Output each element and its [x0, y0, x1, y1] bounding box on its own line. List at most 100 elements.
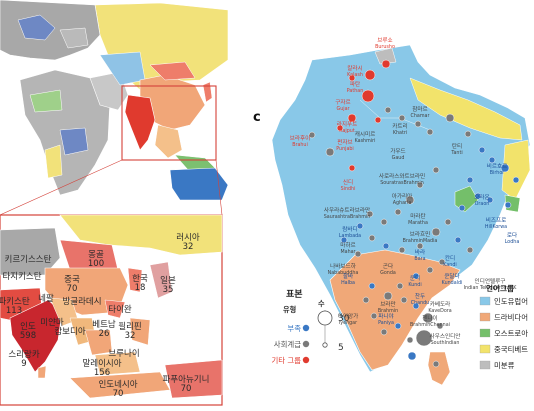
- language-swatch-indo-european: [479, 296, 491, 306]
- sample-label-sub: Kundi: [408, 282, 421, 288]
- sample-label: 비르호르: [487, 162, 508, 170]
- language-legend-title: 언어그룹: [486, 283, 514, 293]
- asia-region-label: 베트남: [92, 320, 116, 330]
- sample-label: 브라만: [380, 300, 395, 308]
- sample-label-sub: HillKorwa: [485, 224, 507, 230]
- legend-other-marker: [302, 356, 310, 364]
- sample-marker: [438, 258, 446, 266]
- legend-caste-marker: [302, 340, 310, 348]
- sample-label-sub: Kashmiri: [355, 138, 376, 144]
- region-unclassified: [374, 47, 397, 65]
- region-dravidian: [329, 249, 461, 371]
- sample-label: 곤다: [383, 262, 393, 270]
- legend-size-large: [317, 310, 333, 326]
- sample-label: 탄티: [452, 142, 462, 150]
- sample-label: 참마르: [412, 105, 427, 113]
- south-asia-map: [271, 44, 531, 386]
- sample-label-sub: SouthIndian: [431, 340, 460, 346]
- sample-label-sub: Bara: [414, 256, 425, 262]
- sample-marker: [416, 242, 424, 250]
- asia-region-count: 70: [67, 284, 78, 294]
- asia-region-label: 캄보디아: [54, 326, 85, 337]
- asia-region-label: 러시아: [176, 232, 200, 243]
- language-legend-label: 드라비다어: [494, 313, 528, 322]
- asia-region-count: 35: [163, 285, 174, 295]
- sample-label-sub: Kandi: [443, 262, 456, 268]
- sample-label-sub: Oraon: [475, 201, 490, 207]
- sample-marker: [366, 210, 374, 218]
- sample-label: 카트리: [392, 122, 407, 130]
- asia-region-label: 타이완: [108, 304, 132, 315]
- sample-label-sub: Paniya: [378, 320, 394, 326]
- sample-marker: [361, 89, 375, 103]
- language-swatch-austroasiatic: [479, 328, 491, 338]
- sample-marker: [380, 328, 388, 336]
- sample-marker: [426, 128, 434, 136]
- asia-region-label: 인도: [20, 321, 36, 332]
- sample-legend: 표본 유형 수 부족 사회계급 기타 그룹 30 5: [271, 289, 349, 365]
- sample-legend-type-header: 유형: [283, 305, 296, 314]
- sample-marker: [422, 312, 434, 324]
- sample-markers: [308, 59, 520, 368]
- sample-label-sub: Indian Telugu from UK: [464, 285, 518, 291]
- sample-marker: [416, 181, 424, 189]
- asia-region-label: 파푸아뉴기니: [163, 374, 210, 385]
- asia-region-count: 26: [99, 329, 110, 339]
- sample-marker: [445, 113, 455, 123]
- asia-region-label: 필리핀: [118, 321, 141, 332]
- sample-label: 브라흐민: [410, 230, 431, 238]
- sample-label: 마라탄: [410, 212, 425, 220]
- sample-marker: [500, 163, 510, 173]
- asia-region-label: 네팔: [38, 293, 54, 304]
- sample-marker: [396, 282, 404, 290]
- asia-region-count: 18: [135, 283, 146, 293]
- sample-marker: [488, 156, 496, 164]
- sample-marker: [478, 146, 486, 154]
- legend-caste-label: 사회계급: [274, 340, 301, 349]
- sample-marker: [356, 222, 364, 230]
- sample-label-sub: Kalash: [347, 72, 363, 78]
- asia-region-count: 70: [113, 389, 124, 399]
- sample-label: 쿤디: [410, 274, 420, 282]
- sample-label: 바라: [415, 248, 425, 256]
- language-swatch-sino-tibetan: [479, 344, 491, 354]
- sample-label-sub: Gaud: [392, 155, 405, 161]
- sample-label-sub: KaveDora: [428, 308, 451, 314]
- asia-region-label: 미얀마: [40, 317, 64, 328]
- sample-label-sub: Brahmin: [378, 308, 398, 314]
- sample-marker: [368, 234, 376, 242]
- world-map: [0, 0, 230, 216]
- sample-marker: [384, 106, 392, 114]
- asia-region-count: 598: [20, 331, 36, 341]
- sample-label: 사로라스와트브라민: [379, 172, 425, 180]
- sample-legend-count-header: 수: [318, 299, 325, 308]
- asia-region-count: 100: [88, 259, 104, 269]
- asia-region-label: 인도네시아: [98, 379, 137, 390]
- sample-label-sub: Kundaldi: [442, 280, 463, 286]
- sample-label-sub: Maratha: [408, 220, 428, 226]
- sample-marker: [466, 176, 474, 184]
- asia-region-count: 156: [94, 368, 110, 378]
- sample-label-sub: SaurashtraBrahmin: [324, 214, 371, 220]
- region-sino-tibetan: [409, 77, 523, 141]
- sample-marker: [368, 282, 376, 290]
- asia-region-label: 키르기스스탄: [5, 254, 52, 265]
- sample-label-sub: Khatri: [393, 130, 407, 136]
- sample-label: 캐시미르: [355, 130, 376, 138]
- sample-label-sub: Chamar: [411, 113, 430, 119]
- sample-label-sub: Agharia: [393, 200, 412, 206]
- sample-label: 찬두: [415, 292, 425, 300]
- sample-marker: [382, 242, 390, 250]
- sample-marker: [336, 124, 344, 132]
- sample-marker: [394, 208, 402, 216]
- legend-size-large-label: 30: [338, 314, 350, 324]
- legend-other-label: 기타 그룹: [271, 356, 301, 365]
- sample-marker: [407, 351, 417, 361]
- sample-marker: [354, 250, 362, 258]
- sample-label: 카베도라: [430, 300, 451, 308]
- language-swatch-dravidian: [479, 312, 491, 322]
- sample-label-sub: Tanti: [450, 150, 462, 156]
- sample-label: 아이앙가: [338, 312, 359, 320]
